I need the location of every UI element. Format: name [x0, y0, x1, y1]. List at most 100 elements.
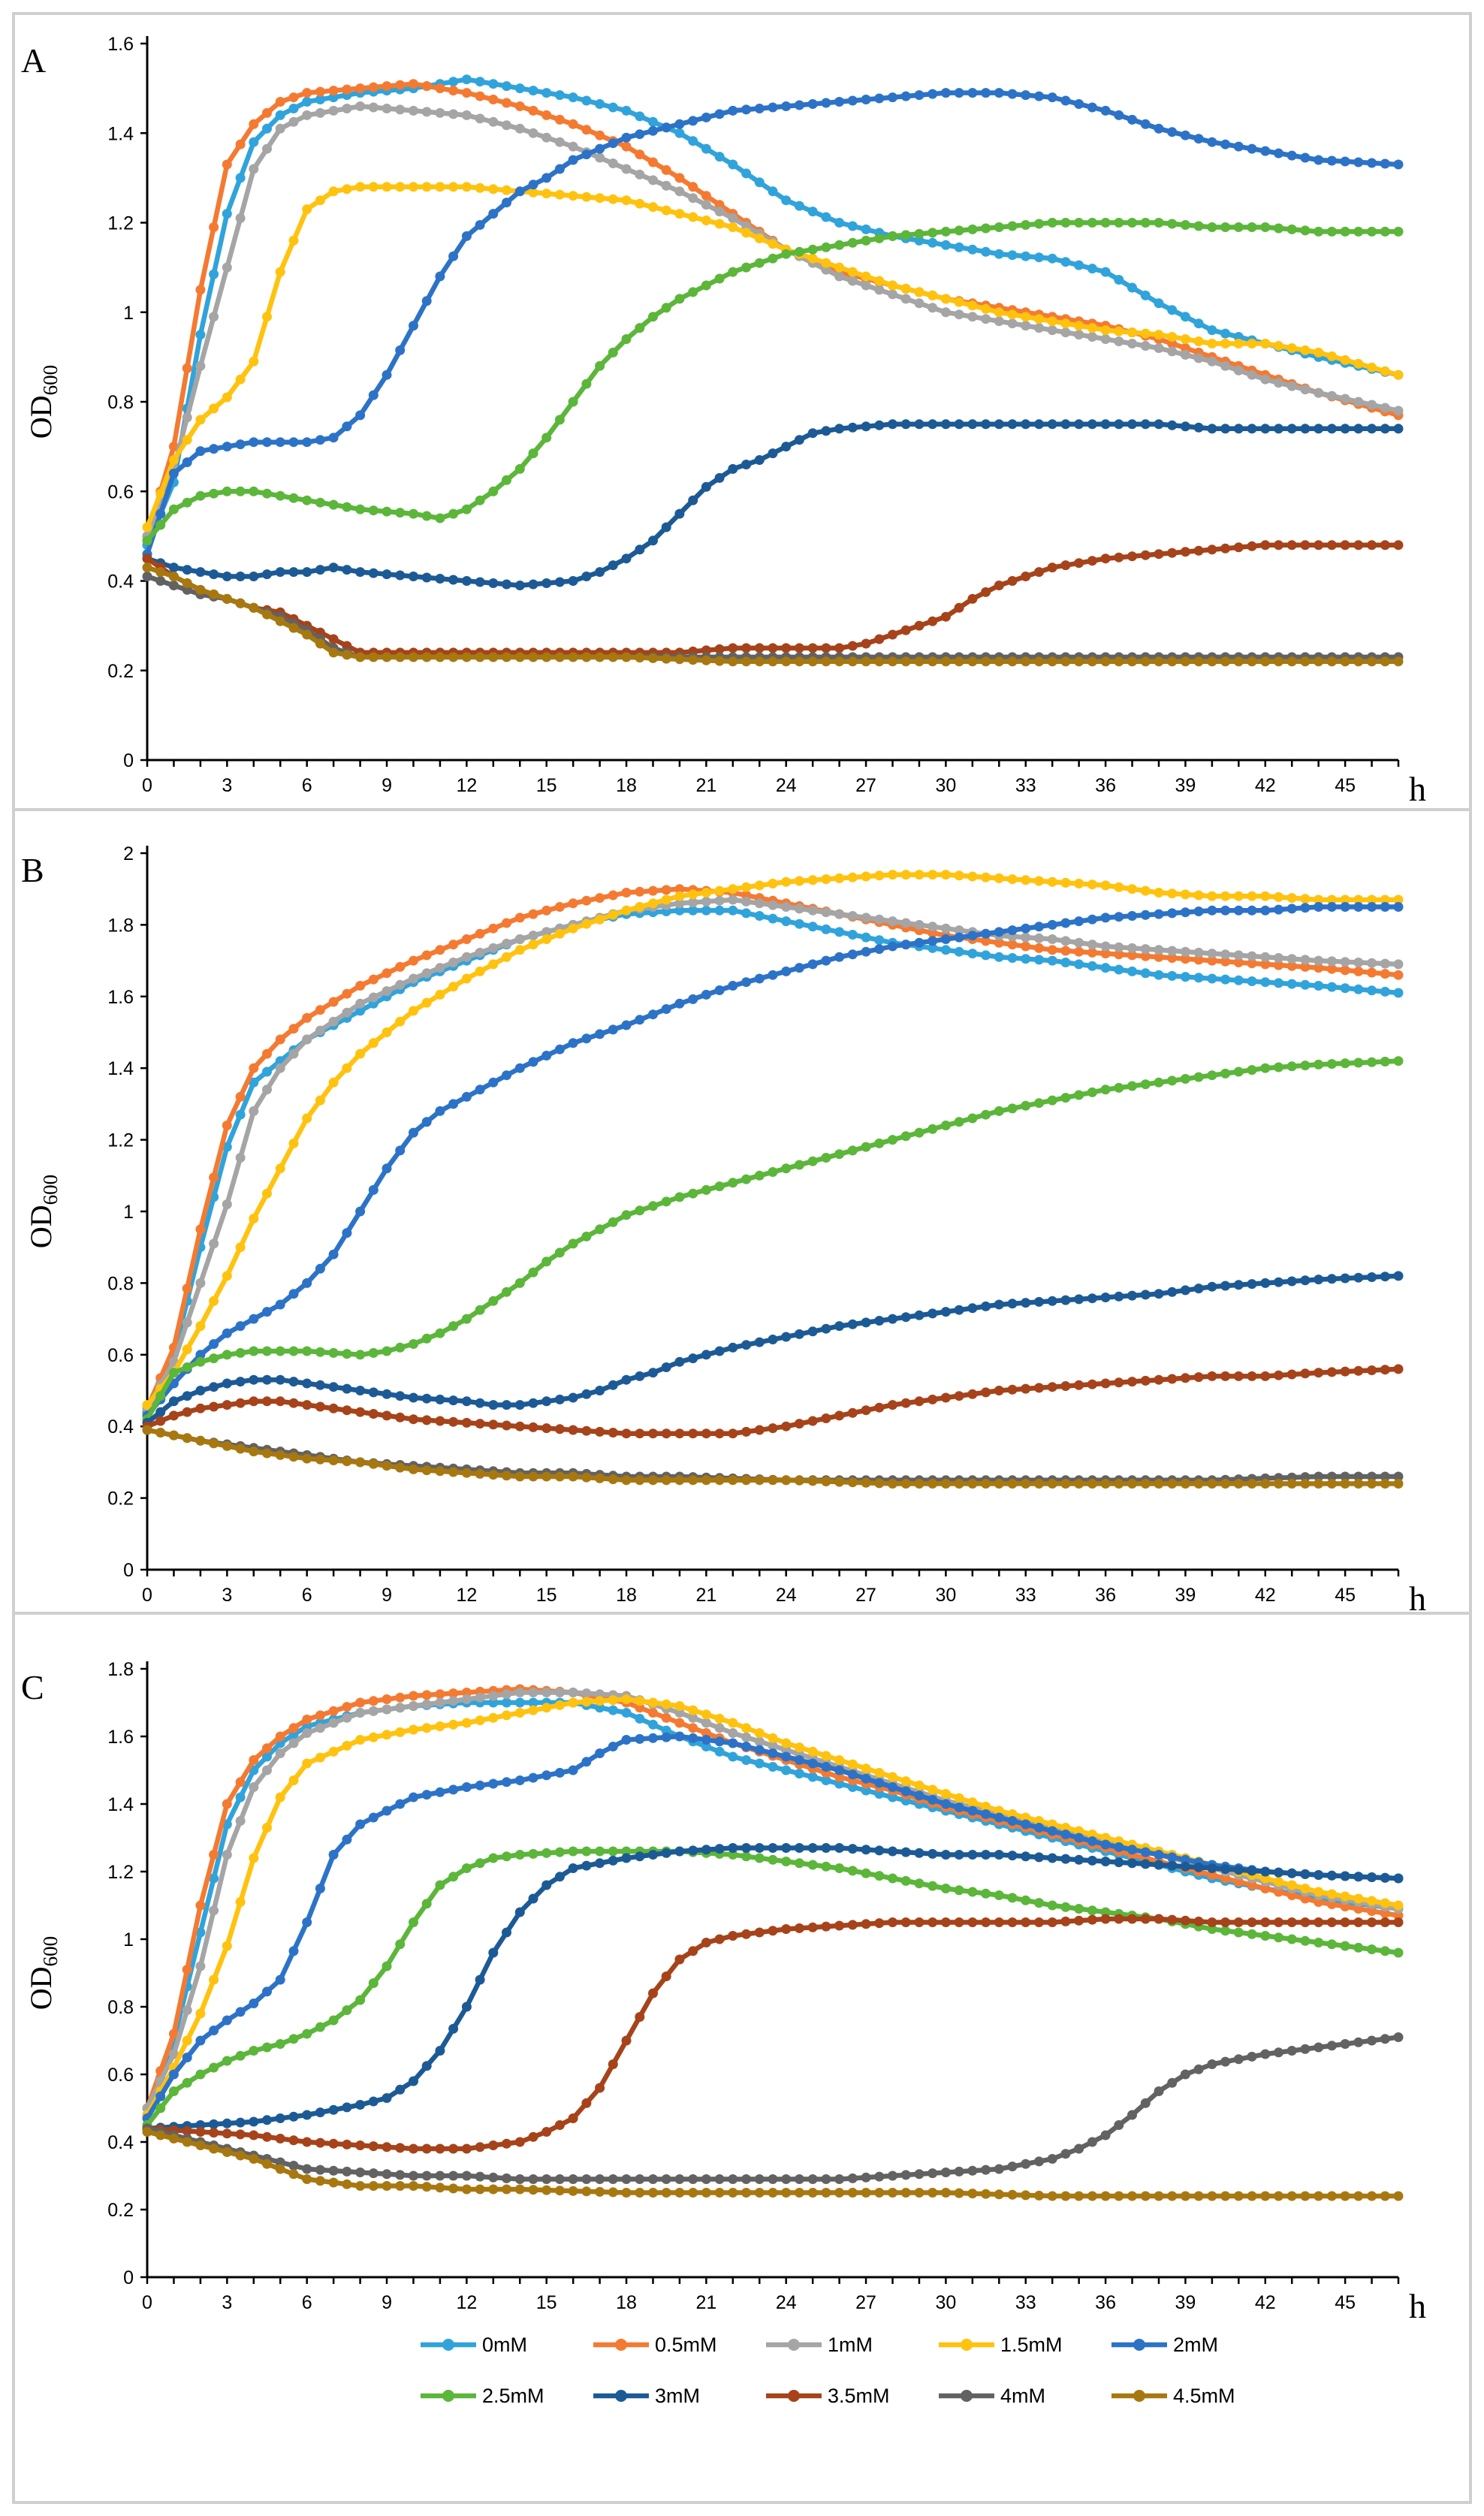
y-tick-label: 0.4 [107, 572, 134, 593]
data-point [276, 1300, 285, 1310]
data-point [382, 1027, 392, 1037]
data-point [155, 1428, 165, 1437]
x-tick-label: 9 [382, 2292, 392, 2313]
data-point [169, 572, 179, 581]
data-point [475, 183, 485, 193]
data-point [1260, 1867, 1270, 1877]
data-point [1154, 330, 1164, 339]
data-point [581, 379, 591, 389]
data-point [888, 1847, 897, 1857]
data-point [555, 1395, 565, 1404]
data-point [701, 1718, 711, 1728]
data-point [222, 1350, 232, 1359]
data-point [1194, 2065, 1204, 2074]
data-point [1300, 424, 1310, 433]
data-point [409, 2077, 418, 2086]
data-point [581, 125, 591, 134]
data-point [781, 249, 791, 259]
data-point [715, 2174, 725, 2184]
data-point [1207, 1917, 1217, 1927]
data-point [728, 1728, 737, 1738]
data-point [728, 267, 737, 277]
data-point [1101, 880, 1111, 890]
data-point [555, 902, 565, 912]
data-point [595, 1847, 605, 1857]
data-point [768, 239, 778, 249]
data-point [1060, 327, 1070, 337]
data-point [276, 110, 285, 120]
data-point [795, 1742, 804, 1752]
data-point [674, 128, 684, 138]
data-point [781, 2188, 791, 2198]
data-point [1287, 151, 1297, 161]
x-tick-label: 42 [1255, 1585, 1276, 1606]
data-point [861, 1919, 871, 1929]
data-point [1141, 1479, 1151, 1489]
data-point [888, 419, 897, 429]
data-point [1194, 546, 1204, 556]
panel-letter: A [21, 41, 46, 80]
data-point [1167, 2192, 1177, 2201]
data-point [195, 2009, 205, 2019]
x-tick-label: 39 [1175, 1585, 1196, 1606]
data-point [1074, 558, 1084, 568]
data-point [1008, 419, 1018, 429]
data-point [342, 1405, 351, 1415]
data-point [1194, 134, 1204, 143]
data-point [1074, 99, 1084, 109]
data-point [1074, 1855, 1084, 1865]
data-point [1234, 1479, 1244, 1489]
data-point [648, 1009, 658, 1019]
data-point [1274, 424, 1283, 433]
data-point [382, 2093, 392, 2103]
data-point [276, 2113, 285, 2123]
data-point [569, 1847, 578, 1857]
data-point [369, 1387, 379, 1397]
data-point [262, 1189, 272, 1199]
data-point [382, 986, 392, 996]
data-point [1314, 1938, 1323, 1947]
data-point [848, 641, 858, 651]
legend-marker [788, 2390, 800, 2402]
data-point [382, 1694, 392, 1704]
data-point [342, 650, 351, 659]
data-point [1207, 949, 1217, 958]
data-point [262, 569, 272, 579]
data-point [1021, 656, 1030, 666]
data-point [1021, 252, 1030, 261]
data-point [355, 2100, 365, 2110]
data-point [1220, 222, 1230, 232]
data-point [1394, 424, 1404, 433]
data-point [1341, 1479, 1350, 1489]
data-point [1234, 906, 1244, 916]
data-point [1394, 1917, 1404, 1927]
data-point [448, 1720, 458, 1730]
data-point [848, 96, 858, 106]
data-point [595, 1474, 605, 1483]
data-point [901, 940, 911, 949]
data-point [674, 1357, 684, 1367]
data-point [1048, 1901, 1057, 1911]
data-point [155, 576, 165, 586]
data-point [688, 655, 698, 665]
data-point [635, 1015, 644, 1024]
data-point [262, 610, 272, 620]
data-point [462, 2185, 472, 2195]
data-point [821, 907, 831, 917]
data-point [1300, 894, 1310, 904]
data-point [448, 1395, 458, 1405]
x-tick-label: 42 [1255, 775, 1276, 796]
data-point [848, 656, 858, 666]
data-point [1034, 955, 1044, 964]
data-point [541, 1396, 551, 1406]
data-point [1087, 556, 1097, 566]
y-tick-label: 2 [123, 843, 134, 864]
data-point [888, 92, 897, 102]
data-point [834, 643, 844, 653]
data-point [382, 1730, 392, 1739]
data-point [369, 1813, 379, 1823]
data-point [369, 975, 379, 985]
data-point [741, 897, 751, 907]
y-tick-label: 1.6 [107, 1727, 134, 1748]
data-point [941, 1789, 951, 1799]
